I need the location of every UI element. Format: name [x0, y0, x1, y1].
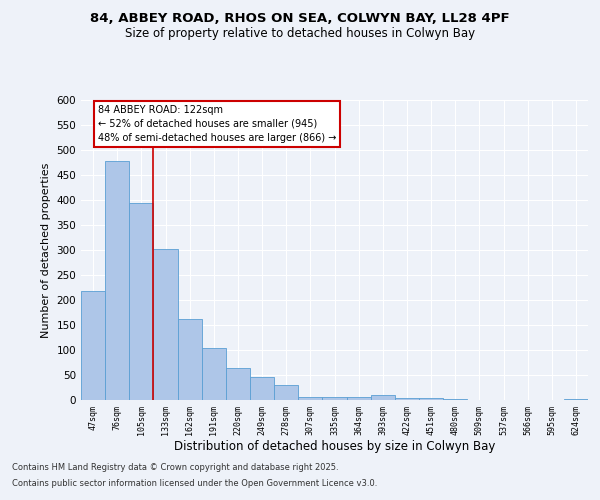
Bar: [395, 398, 419, 400]
Bar: [202, 348, 226, 400]
Text: 84 ABBEY ROAD: 122sqm
← 52% of detached houses are smaller (945)
48% of semi-det: 84 ABBEY ROAD: 122sqm ← 52% of detached …: [98, 105, 336, 143]
Bar: [105, 161, 129, 400]
Bar: [250, 376, 274, 400]
Bar: [154, 248, 178, 400]
Bar: [371, 395, 395, 400]
Bar: [81, 291, 105, 400]
Bar: [298, 396, 322, 400]
X-axis label: Distribution of detached houses by size in Colwyn Bay: Distribution of detached houses by size …: [174, 440, 495, 454]
Text: 84, ABBEY ROAD, RHOS ON SEA, COLWYN BAY, LL28 4PF: 84, ABBEY ROAD, RHOS ON SEA, COLWYN BAY,…: [90, 12, 510, 26]
Bar: [178, 318, 202, 400]
Bar: [564, 399, 588, 400]
Text: Contains HM Land Registry data © Crown copyright and database right 2025.: Contains HM Land Registry data © Crown c…: [12, 464, 338, 472]
Text: Size of property relative to detached houses in Colwyn Bay: Size of property relative to detached ho…: [125, 28, 475, 40]
Bar: [322, 396, 347, 400]
Bar: [347, 396, 371, 400]
Bar: [129, 202, 154, 400]
Bar: [274, 385, 298, 400]
Y-axis label: Number of detached properties: Number of detached properties: [41, 162, 51, 338]
Bar: [226, 368, 250, 400]
Bar: [443, 399, 467, 400]
Text: Contains public sector information licensed under the Open Government Licence v3: Contains public sector information licen…: [12, 478, 377, 488]
Bar: [419, 398, 443, 400]
